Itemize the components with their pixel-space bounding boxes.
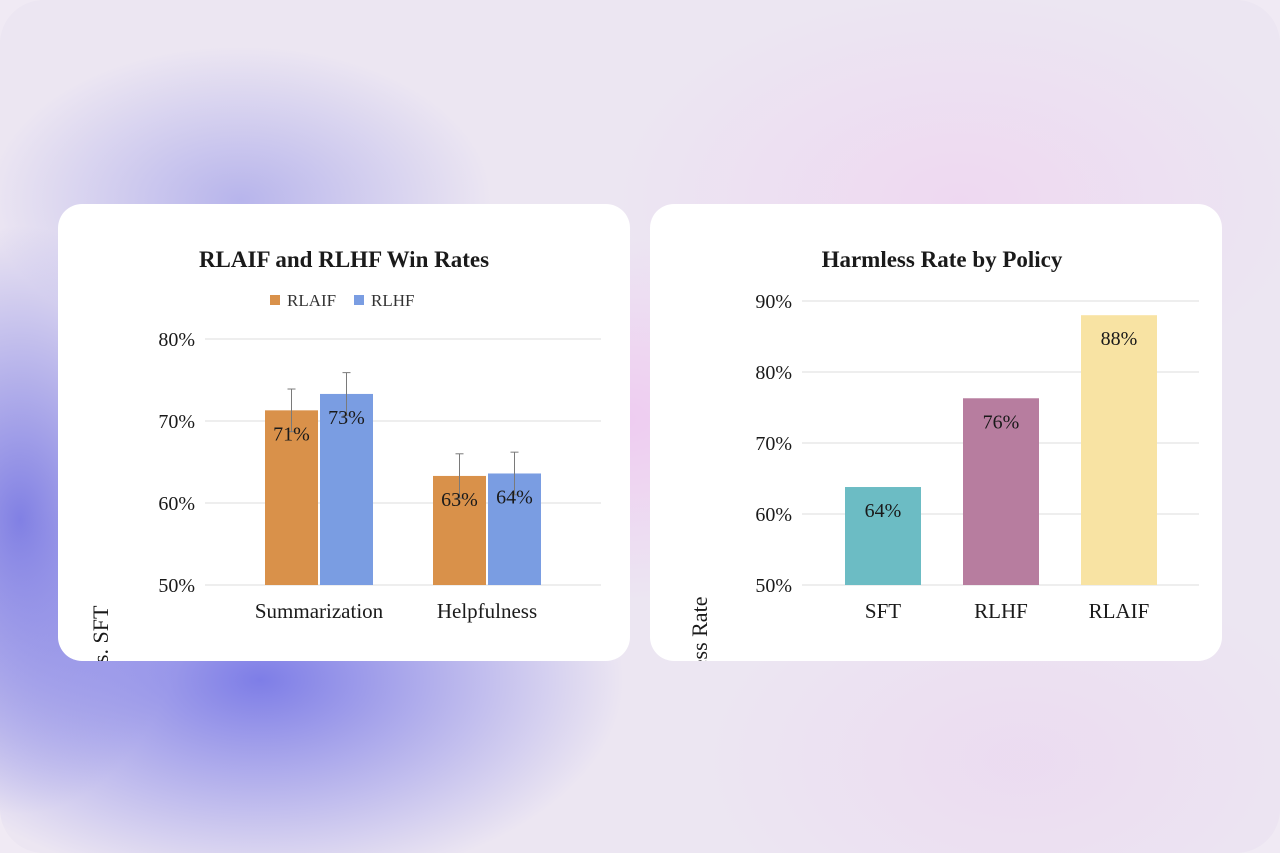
y-tick-label: 60% [158,493,195,515]
legend-swatch [354,295,364,305]
data-label: 63% [441,489,478,511]
bar [320,393,373,585]
y-tick-label: 80% [158,329,195,351]
labels: 50% 60% 70% 80% 90% 64% SFT 76% RLHF 88% RLAIF [755,291,1149,623]
bar [265,410,318,585]
data-label: 73% [328,407,365,429]
y-tick-label: 50% [158,575,195,597]
data-label: 64% [496,486,533,508]
harmless-rate-chart: Harmless Rate by Policy Harmless Rate 50… [687,247,1199,661]
x-tick-label: RLAIF [1089,599,1150,623]
chart-title: RLAIF and RLHF Win Rates [199,247,489,272]
y-tick-label: 90% [755,291,792,313]
legend-swatch [270,295,280,305]
x-tick-label: RLHF [974,599,1028,623]
harmless-rate-chart-card: Harmless Rate by Policy Harmless Rate 50… [650,204,1222,661]
bar [845,487,921,585]
bar [1081,315,1157,585]
data-label: 71% [273,423,310,445]
legend-label: RLHF [371,291,414,310]
win-rates-chart: RLAIF and RLHF Win Rates Win Rate vs. SF… [88,247,601,661]
y-axis-title: Harmless Rate [687,597,712,661]
x-tick-label: SFT [865,599,901,623]
bars [845,315,1157,585]
bars [265,372,541,585]
x-tick-label: Helpfulness [437,599,537,623]
win-rates-chart-card: RLAIF and RLHF Win Rates Win Rate vs. SF… [58,204,630,661]
chart-title: Harmless Rate by Policy [822,247,1063,272]
data-label: 76% [983,411,1020,433]
y-tick-label: 60% [755,504,792,526]
legend-label: RLAIF [287,291,336,310]
y-axis-title: Win Rate vs. SFT [88,605,113,661]
legend: RLAIF RLHF [270,291,414,310]
labels: 50% 60% 70% 80% Summarization 71% 73% Helpfulne… [158,329,537,623]
x-tick-label: Summarization [255,599,384,623]
y-tick-label: 50% [755,575,792,597]
y-tick-label: 70% [158,411,195,433]
y-tick-label: 70% [755,433,792,455]
data-label: 64% [865,500,902,522]
bar [963,398,1039,585]
data-label: 88% [1101,328,1138,350]
gridlines [205,338,601,586]
y-tick-label: 80% [755,362,792,384]
